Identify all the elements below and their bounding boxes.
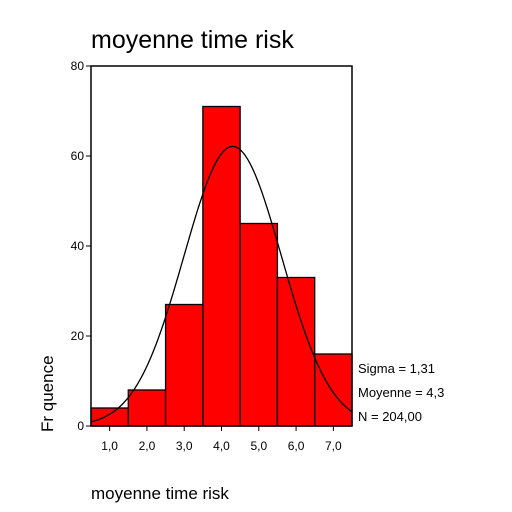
y-tick-label: 60: [71, 149, 85, 163]
stat-line: Moyenne = 4,3: [358, 385, 444, 400]
bar-4: [202, 105, 241, 427]
bar-1: [90, 407, 129, 427]
x-tick-label: 2,0: [139, 439, 156, 453]
y-tick-label: 40: [71, 239, 85, 253]
y-tick-label: 0: [77, 419, 84, 433]
x-tick-label: 1,0: [101, 439, 118, 453]
y-tick-label: 20: [71, 329, 85, 343]
x-tick-label: 5,0: [250, 439, 267, 453]
stat-line: N = 204,00: [358, 409, 422, 424]
bar-6: [276, 276, 316, 427]
bar-5: [239, 222, 279, 427]
y-tick-label: 80: [71, 59, 85, 73]
x-tick-label: 3,0: [176, 439, 193, 453]
x-axis: 1,0 2,0 3,0 4,0 5,0 6,0 7,0: [101, 426, 342, 453]
x-tick-label: 4,0: [213, 439, 230, 453]
x-tick-label: 6,0: [288, 439, 305, 453]
y-axis-label: Fr quence: [38, 355, 57, 432]
normal-curve: [90, 145, 353, 423]
y-axis: 0 20 40 60 80: [71, 59, 91, 433]
x-axis-label: moyenne time risk: [91, 484, 229, 503]
bar-7: [314, 353, 353, 427]
stats-box: Sigma = 1,31 Moyenne = 4,3 N = 204,00: [358, 361, 444, 424]
bars: [90, 105, 353, 427]
chart-title: moyenne time risk: [91, 26, 294, 54]
bar-2: [127, 389, 167, 427]
x-tick-label: 7,0: [325, 439, 342, 453]
bar-3: [164, 303, 204, 427]
stat-line: Sigma = 1,31: [358, 361, 435, 376]
